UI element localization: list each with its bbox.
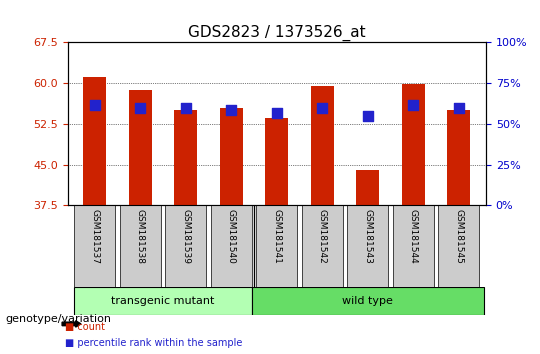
Bar [83, 77, 106, 354]
Text: GSM181538: GSM181538 [136, 209, 145, 264]
FancyBboxPatch shape [438, 205, 479, 287]
Bar [311, 86, 334, 354]
Bar [265, 119, 288, 354]
Text: GSM181540: GSM181540 [227, 209, 236, 264]
Bar [220, 108, 242, 354]
FancyBboxPatch shape [120, 205, 161, 287]
Bar [129, 90, 152, 354]
Text: GSM181545: GSM181545 [454, 209, 463, 264]
Text: GSM181537: GSM181537 [90, 209, 99, 264]
Bar [174, 110, 197, 354]
FancyBboxPatch shape [75, 287, 252, 315]
Point [91, 102, 99, 108]
Bar [402, 84, 424, 354]
Point [136, 105, 145, 110]
Text: ■ percentile rank within the sample: ■ percentile rank within the sample [65, 338, 242, 348]
Text: genotype/variation: genotype/variation [5, 314, 111, 324]
FancyBboxPatch shape [393, 205, 434, 287]
Text: wild type: wild type [342, 296, 393, 306]
FancyBboxPatch shape [75, 205, 115, 287]
FancyBboxPatch shape [211, 205, 252, 287]
Text: GSM181539: GSM181539 [181, 209, 190, 264]
Text: GSM181543: GSM181543 [363, 209, 372, 264]
Text: transgenic mutant: transgenic mutant [111, 296, 215, 306]
FancyBboxPatch shape [347, 205, 388, 287]
FancyBboxPatch shape [256, 205, 297, 287]
Point [273, 110, 281, 116]
Point [318, 105, 327, 110]
Point [181, 105, 190, 110]
Text: GSM181544: GSM181544 [409, 209, 418, 264]
Title: GDS2823 / 1373526_at: GDS2823 / 1373526_at [188, 25, 366, 41]
Point [454, 105, 463, 110]
Text: GSM181541: GSM181541 [272, 209, 281, 264]
Bar [356, 170, 379, 354]
Point [363, 113, 372, 119]
Bar [447, 110, 470, 354]
Text: ■ count: ■ count [65, 322, 105, 332]
Text: GSM181542: GSM181542 [318, 209, 327, 264]
Point [227, 108, 235, 113]
FancyBboxPatch shape [302, 205, 343, 287]
Point [409, 102, 417, 108]
FancyBboxPatch shape [165, 205, 206, 287]
FancyBboxPatch shape [252, 287, 484, 315]
